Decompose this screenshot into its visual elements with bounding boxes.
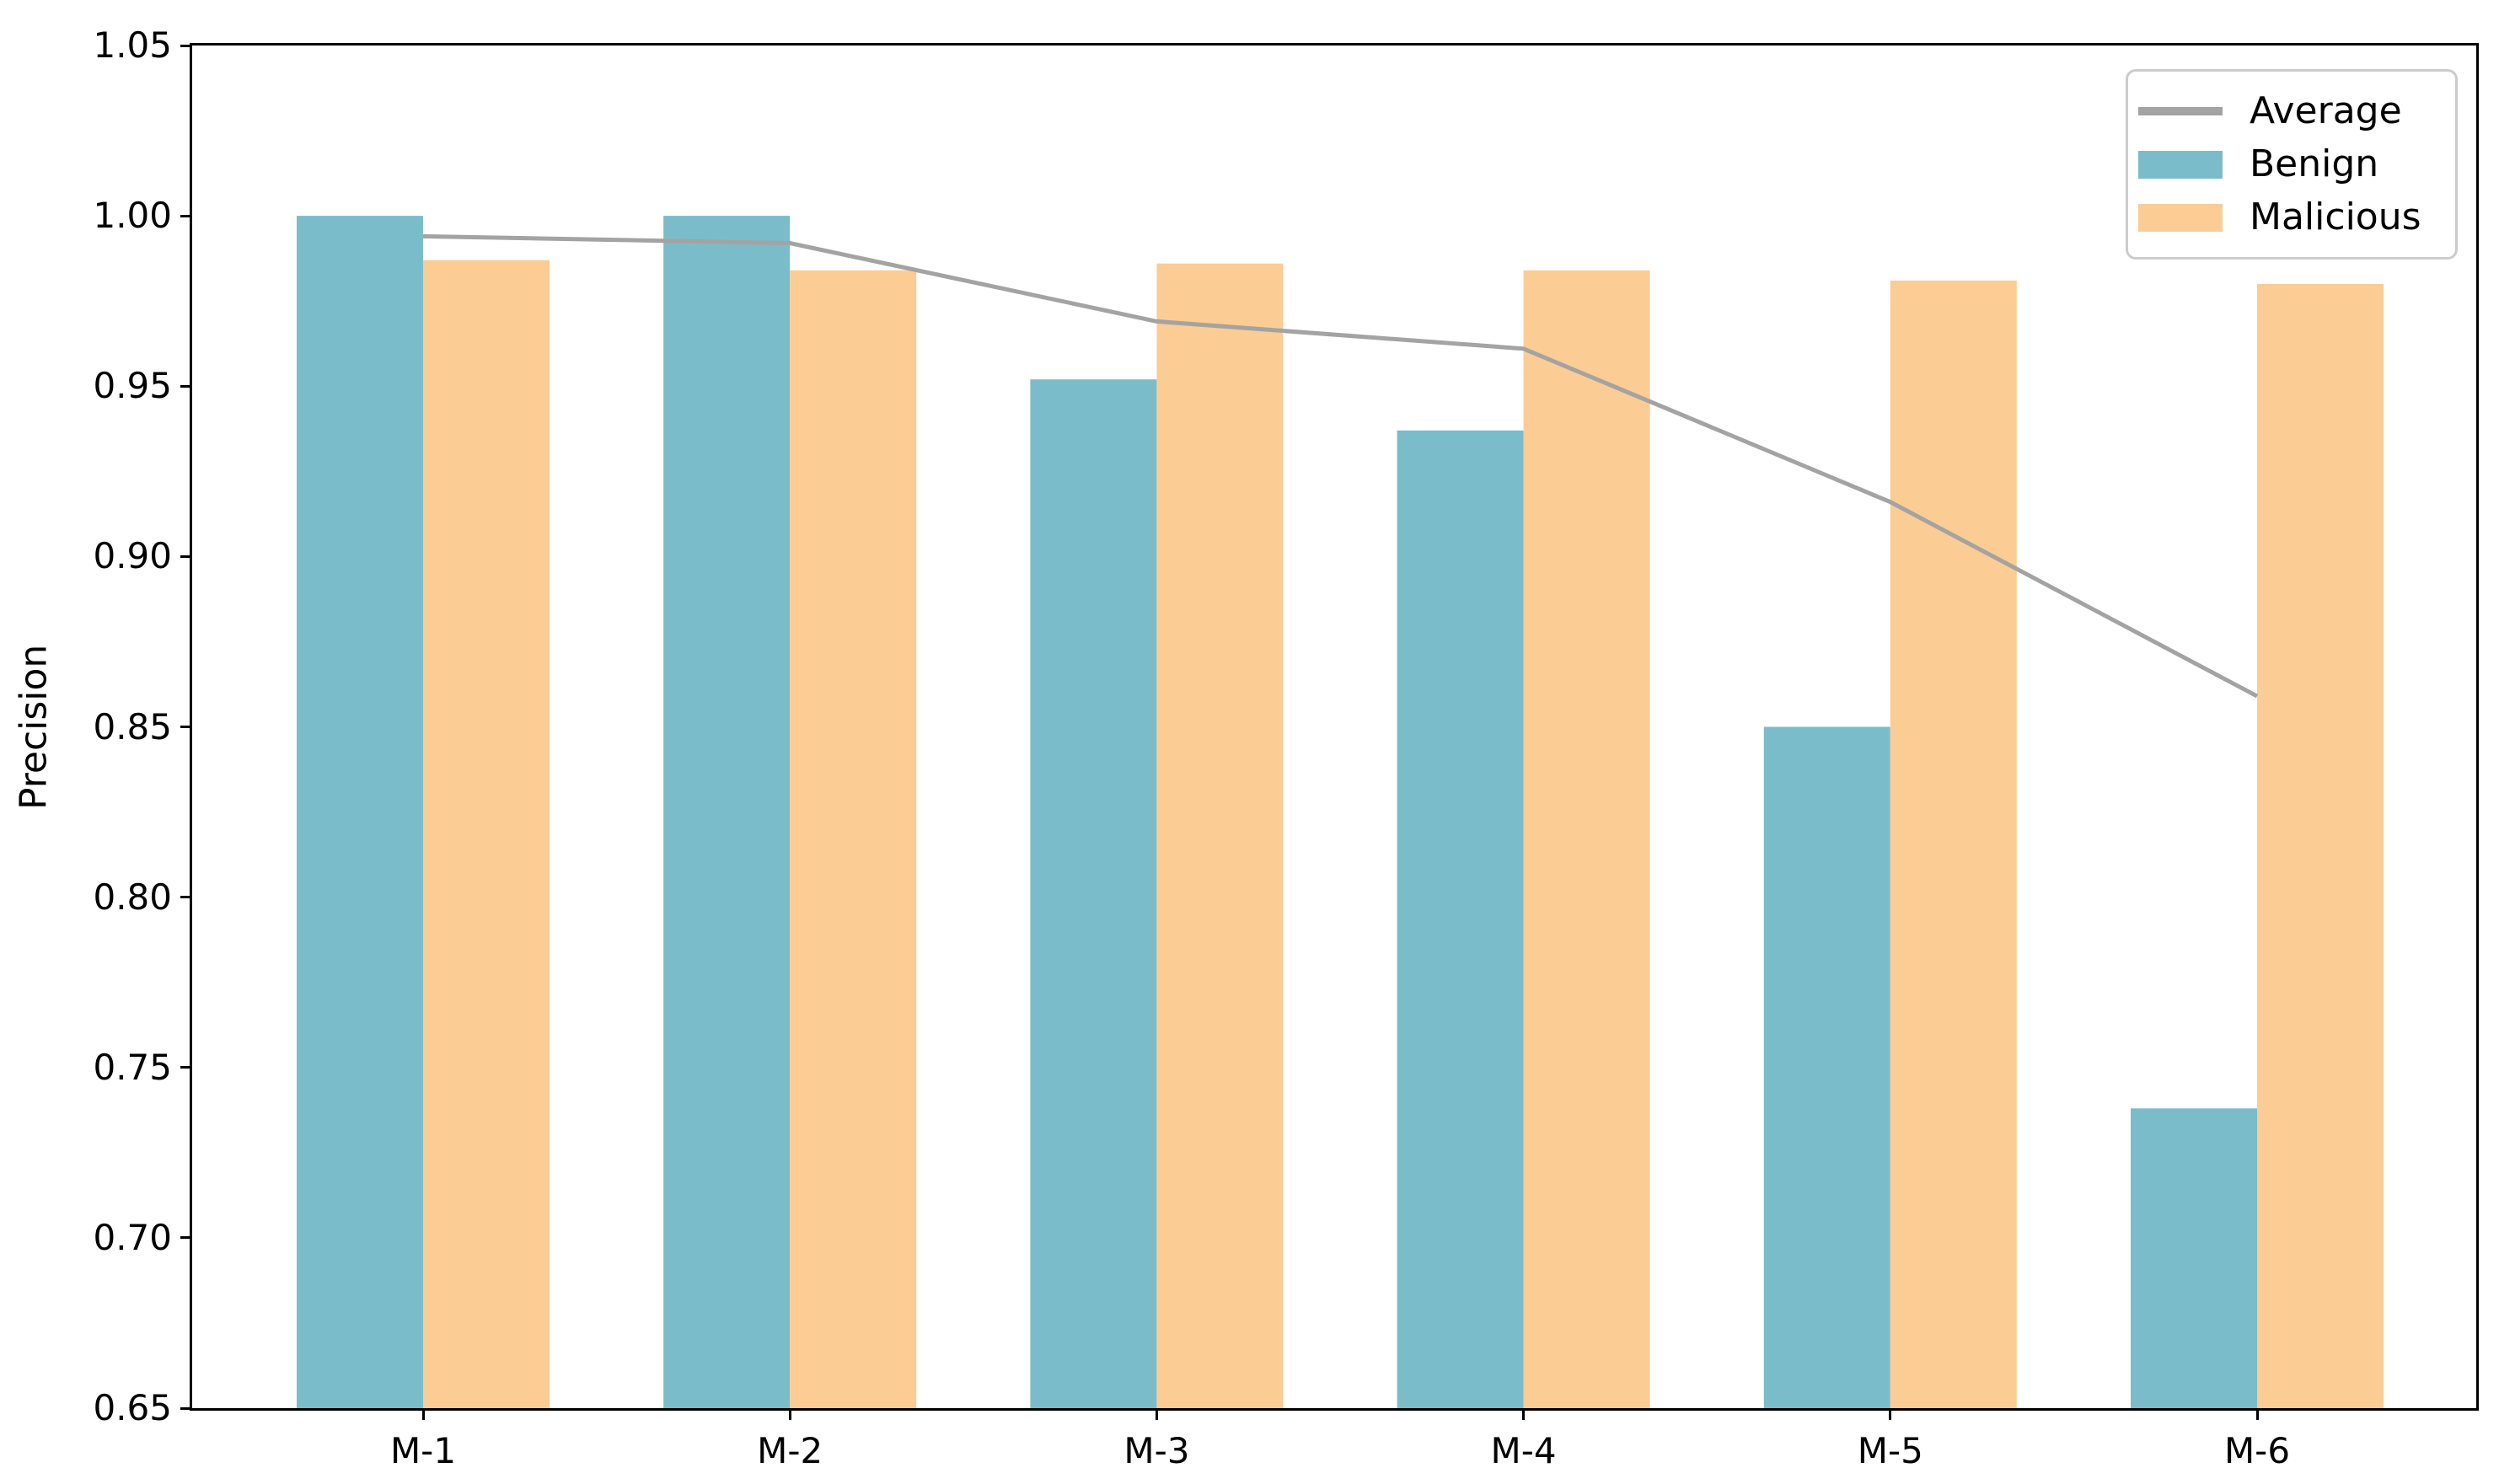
bar-malicious-m-6: [2257, 284, 2384, 1408]
x-tick-mark: [1155, 1408, 1158, 1420]
y-tick-label: 0.80: [93, 876, 172, 918]
bar-benign-m-6: [2131, 1108, 2257, 1408]
average-line-swatch: [2138, 107, 2223, 115]
legend-label-malicious: Malicious: [2250, 196, 2421, 238]
y-tick-mark: [180, 896, 192, 899]
x-tick-label: M-5: [1857, 1430, 1923, 1471]
x-tick-label: M-6: [2223, 1430, 2291, 1471]
x-tick-label: M-1: [389, 1430, 457, 1471]
bar-malicious-m-1: [423, 260, 550, 1408]
legend-label-average: Average: [2250, 89, 2402, 132]
y-tick-label: 0.85: [93, 705, 172, 747]
bar-benign-m-1: [297, 216, 423, 1408]
x-tick-mark: [2255, 1408, 2259, 1420]
bar-benign-m-3: [1030, 379, 1157, 1408]
chart-canvas: [297, 216, 2384, 1408]
y-tick-label: 1.00: [93, 195, 172, 237]
bar-malicious-m-2: [790, 270, 917, 1408]
bar-malicious-m-3: [1156, 263, 1284, 1408]
y-tick-mark: [180, 726, 192, 728]
y-tick-label: 0.90: [93, 535, 172, 577]
y-tick-mark: [180, 1066, 192, 1069]
legend: Average Benign Malicious: [2126, 69, 2458, 260]
legend-item-benign: Benign: [2138, 144, 2443, 185]
y-tick-label: 0.65: [93, 1387, 172, 1428]
legend-item-malicious: Malicious: [2138, 197, 2443, 238]
average-line: [422, 233, 2259, 699]
legend-item-average: Average: [2138, 91, 2443, 131]
bar-malicious-m-5: [1890, 280, 2017, 1408]
y-tick-mark: [180, 554, 192, 558]
y-tick-mark: [180, 384, 192, 388]
y-tick-label: 1.05: [93, 24, 172, 66]
x-tick-mark: [1889, 1408, 1892, 1420]
x-tick-mark: [421, 1408, 425, 1420]
x-tick-label: M-2: [757, 1430, 823, 1471]
y-tick-label: 0.95: [93, 365, 172, 407]
bar-benign-m-5: [1763, 726, 1890, 1408]
bar-benign-m-2: [663, 216, 791, 1408]
benign-color-swatch: [2138, 150, 2223, 179]
x-tick-mark: [788, 1408, 791, 1420]
x-tick-label: M-4: [1490, 1430, 1557, 1471]
x-tick-mark: [1522, 1408, 1526, 1420]
plot-area: [190, 43, 2479, 1411]
legend-label-benign: Benign: [2250, 142, 2379, 185]
y-tick-label: 0.75: [93, 1046, 172, 1088]
bar-malicious-m-4: [1523, 270, 1650, 1408]
y-tick-mark: [180, 44, 192, 47]
bar-benign-m-4: [1397, 430, 1524, 1408]
y-tick-mark: [180, 1236, 192, 1240]
y-tick-mark: [180, 1406, 192, 1410]
y-tick-label: 0.70: [93, 1216, 172, 1258]
x-tick-label: M-3: [1123, 1430, 1190, 1471]
malicious-color-swatch: [2138, 203, 2223, 232]
y-tick-mark: [180, 214, 192, 217]
